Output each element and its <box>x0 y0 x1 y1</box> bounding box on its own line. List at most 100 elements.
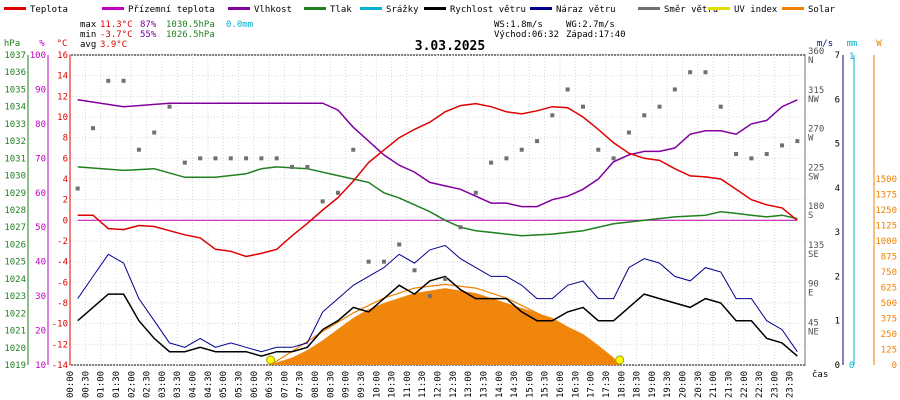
legend-swatch <box>102 7 124 10</box>
temperature-axis-tick: 6 <box>63 154 68 164</box>
wind-direction-point <box>121 78 126 83</box>
solar-theoretical-line <box>270 283 621 366</box>
x-tick-label: 19:30 <box>663 371 673 398</box>
x-tick-label: 09:30 <box>357 371 367 398</box>
x-tick-label: 22:30 <box>755 371 765 398</box>
temperature-axis-tick: 8 <box>63 134 68 144</box>
wind-direction-point <box>366 259 371 264</box>
wind-direction-point <box>106 78 111 83</box>
x-tick-label: 07:30 <box>296 371 306 398</box>
x-tick-label: 15:00 <box>525 371 535 398</box>
wind-direction-point <box>351 147 356 152</box>
x-tick-label: 18:30 <box>633 371 643 398</box>
temperature-axis-tick: 2 <box>63 196 68 206</box>
wind-direction-point <box>397 242 402 247</box>
humidity-axis-tick: 10 <box>35 361 46 371</box>
wind-direction-point <box>596 147 601 152</box>
legend-label: Solar <box>808 5 836 15</box>
stat-avg-temp: 3.9°C <box>100 40 127 50</box>
x-tick-label: 23:00 <box>770 371 780 398</box>
wind-direction-point <box>228 156 233 161</box>
hpa-axis-tick: 1023 <box>4 292 26 302</box>
direction-tick: 45 <box>808 318 819 328</box>
hpa-axis-tick: 1034 <box>4 103 26 113</box>
x-tick-label: 15:30 <box>541 371 551 398</box>
sun-marker <box>266 355 276 365</box>
wind-direction-point <box>443 276 448 281</box>
legend-label: Teplota <box>30 5 68 15</box>
humidity-axis-tick: 20 <box>35 327 46 337</box>
wind-direction-point <box>320 199 325 204</box>
wind-tick: 3 <box>835 228 840 238</box>
wind-direction-point <box>795 139 800 144</box>
direction-tick: 360 <box>808 47 824 57</box>
temperature-axis-unit: °C <box>57 39 68 49</box>
legend-swatch <box>638 7 660 10</box>
hpa-axis-tick: 1025 <box>4 258 26 268</box>
direction-tick-compass: NE <box>808 327 819 337</box>
temperature-axis-tick: 16 <box>57 51 68 61</box>
x-tick-label: 06:00 <box>250 371 260 398</box>
stat-min-press: 1026.5hPa <box>166 30 215 40</box>
x-tick-label: 08:30 <box>326 371 336 398</box>
x-tick-label: 18:00 <box>617 371 627 398</box>
stat-min-label: min <box>80 30 96 40</box>
hpa-axis-tick: 1022 <box>4 309 26 319</box>
solar-tick: 1250 <box>875 206 897 216</box>
x-tick-label: 21:00 <box>709 371 719 398</box>
wind-direction-point <box>626 130 631 135</box>
x-tick-label: 01:30 <box>112 371 122 398</box>
temperature-axis-tick: -2 <box>57 237 68 247</box>
wind-direction-point <box>244 156 249 161</box>
wind-direction-point <box>780 143 785 148</box>
humidity-axis-tick: 100 <box>30 51 46 61</box>
temperature-axis-tick: -4 <box>57 258 68 268</box>
humidity-axis-tick: 50 <box>35 223 46 233</box>
x-tick-label: 04:00 <box>189 371 199 398</box>
stat-max-label: max <box>80 20 97 30</box>
axes: 1037103610351034103310321031103010291028… <box>4 39 897 371</box>
wind-direction-point <box>75 186 80 191</box>
wind-direction-point <box>703 70 708 75</box>
x-tick-label: 10:00 <box>372 371 382 398</box>
wind-direction-point <box>274 156 279 161</box>
pressure-line <box>77 166 798 237</box>
x-tick-label: 05:00 <box>219 371 229 398</box>
wind-tick: 5 <box>835 140 840 150</box>
hpa-axis-tick: 1026 <box>4 240 26 250</box>
humidity-axis-tick: 70 <box>35 154 46 164</box>
wind-tick: 1 <box>835 317 840 327</box>
direction-tick-compass: E <box>808 289 813 299</box>
hpa-axis-tick: 1036 <box>4 68 26 78</box>
hpa-axis-tick: 1024 <box>4 275 26 285</box>
direction-tick-compass: NW <box>808 95 819 105</box>
x-tick-label: 09:00 <box>342 371 352 398</box>
legend-swatch <box>228 7 250 10</box>
hpa-axis-tick: 1028 <box>4 206 26 216</box>
stat-min-temp: -3.7°C <box>100 30 133 40</box>
x-tick-label: 16:00 <box>556 371 566 398</box>
wind-direction-point <box>335 190 340 195</box>
x-tick-label: 13:00 <box>464 371 474 398</box>
legend-swatch <box>530 7 552 10</box>
x-axis-unit: čas <box>812 369 828 380</box>
rain-tick: 1 <box>849 52 854 62</box>
x-tick-label: 12:00 <box>434 371 444 398</box>
wind-direction-point <box>489 160 494 165</box>
humidity-axis-unit: % <box>39 39 45 49</box>
direction-tick-compass: W <box>808 134 814 144</box>
hpa-axis-tick: 1029 <box>4 189 26 199</box>
stats-panel: max 11.3°C 87% 1030.5hPa 0.0mm min -3.7°C 55% 10… <box>80 20 626 50</box>
solar-tick: 125 <box>881 346 897 356</box>
wind-direction-point <box>611 156 616 161</box>
wind-tick: 6 <box>835 95 840 105</box>
x-tick-label: 17:30 <box>602 371 612 398</box>
temperature-axis-tick: 12 <box>57 92 68 102</box>
x-tick-label: 21:30 <box>724 371 734 398</box>
x-tick-label: 05:30 <box>234 371 244 398</box>
wind-direction-point <box>412 268 417 273</box>
rain-unit: mm <box>847 39 858 49</box>
wind-direction-point <box>305 164 310 169</box>
